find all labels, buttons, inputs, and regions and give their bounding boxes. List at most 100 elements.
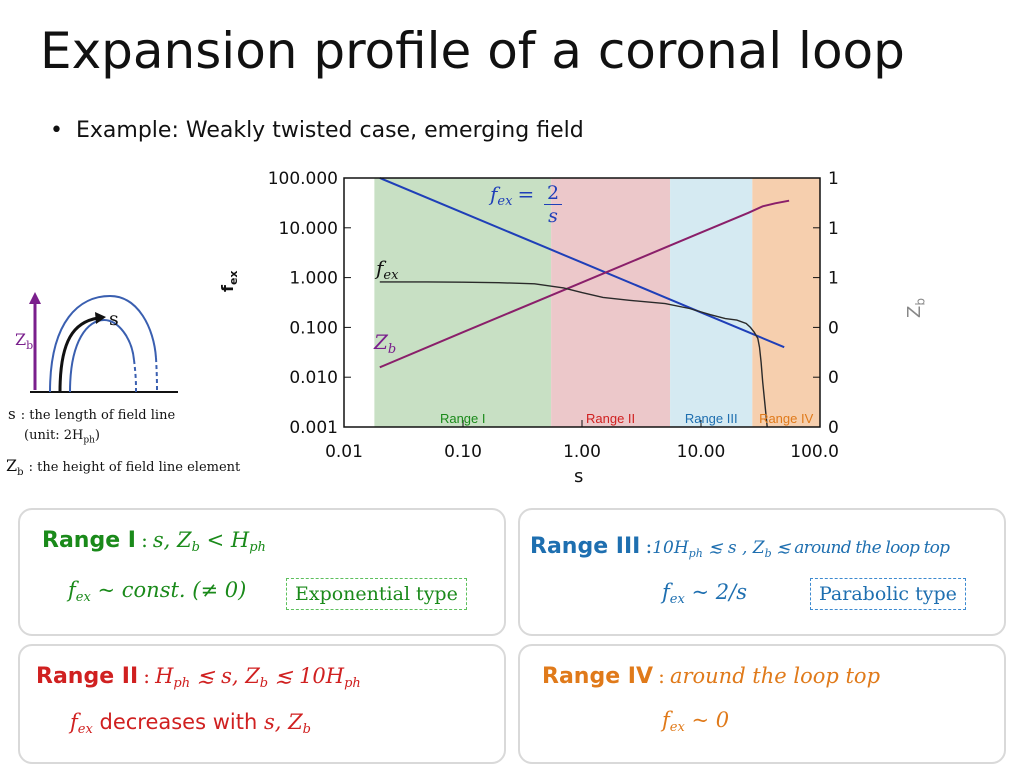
x-tick-label-1: 0.10: [444, 442, 482, 462]
y-tick-label-right-0: 0.001: [828, 418, 840, 438]
slide-title: Expansion profile of a coronal loop: [40, 22, 905, 80]
range4-box: Range IV : around the loop top fex ~ 0: [518, 644, 1006, 764]
range-band-label-4: Range IV: [759, 411, 814, 426]
zb-description: Zb : the height of field line element: [6, 456, 240, 478]
range3-cond-rest-sub: b: [764, 547, 772, 561]
bullet-item: • Example: Weakly twisted case, emerging …: [50, 118, 584, 143]
s-desc-text: : the length of field line: [20, 408, 176, 423]
range4-f-rest: ~ 0: [684, 708, 730, 732]
range-labels: Range I Range II Range III Range IV: [440, 411, 814, 426]
zb-sub: b: [26, 339, 34, 353]
outer-field-line-dashed: [155, 357, 158, 393]
range4-f-sub: ex: [669, 720, 685, 736]
unit-sub: ph: [83, 435, 95, 446]
fex-curve-label: fex: [376, 256, 398, 283]
fraction-denominator: s: [548, 205, 558, 227]
unit-description: (unit: 2Hph): [24, 428, 100, 446]
fraction-numerator: 2: [546, 182, 560, 204]
range2-f-sub: ex: [77, 722, 93, 738]
zb-arrow-head-icon: [29, 292, 41, 304]
range3-box: Range III :10Hph ≲ s , Zb ≲ around the l…: [518, 508, 1006, 636]
eq-equals: =: [517, 182, 535, 206]
range1-cond-sub: b: [191, 540, 200, 556]
range1-cond: s, Z: [152, 528, 192, 552]
x-axis-label: s: [574, 466, 584, 487]
y-tick-label-right-4: 10.000: [828, 219, 840, 239]
range2-cond-tail: ≲ 10H: [268, 664, 345, 688]
range3-condition: Range III :10Hph ≲ s , Zb ≲ around the l…: [530, 534, 950, 561]
range3-f: f: [662, 580, 670, 604]
range3-f-rest: ~ 2/s: [684, 580, 747, 604]
range4-f: f: [662, 708, 670, 732]
ylabel-right-sub: b: [913, 298, 928, 306]
range-band-label-3: Range III: [685, 411, 738, 426]
range2-cond: H: [155, 664, 174, 688]
zb-desc-sub: b: [17, 467, 24, 479]
range-band-1: [374, 178, 552, 427]
inner-field-line-dashed: [133, 359, 137, 393]
range3-f-sub: ex: [669, 592, 685, 608]
s-arrow-head-icon: [95, 312, 106, 324]
y-tick-label-left-3: 1.000: [289, 269, 338, 289]
y-tick-label-left-5: 100.000: [268, 169, 338, 189]
diagram-zb-label: Zb: [15, 330, 33, 352]
bullet-text: Example: Weakly twisted case, emerging f…: [76, 118, 584, 143]
y-tick-label-left-1: 0.010: [289, 368, 338, 388]
curve-f-sub: ex: [383, 268, 399, 284]
fraction-bar: [544, 204, 562, 205]
zb-curve-label: Zb: [374, 330, 396, 357]
eq-f: f: [490, 182, 498, 206]
range-band-label-2: Range II: [586, 411, 635, 426]
range2-cond-rest-sub: b: [259, 676, 269, 692]
range1-box: Range I : s, Zb < Hph fex ~ const. (≠ 0)…: [18, 508, 506, 636]
diagram-s-label: s: [109, 308, 119, 330]
range4-label: Range IV: [542, 664, 653, 689]
range3-label: Range III: [530, 534, 641, 559]
curve-f: f: [376, 256, 384, 280]
field-line-diagram: [29, 292, 178, 393]
series-layer: [379, 177, 790, 428]
range1-condition: Range I : s, Zb < Hph: [42, 528, 266, 555]
range2-f-vars: s, Z: [263, 710, 303, 734]
bullet-dot-icon: •: [50, 118, 63, 143]
range-band-3: [670, 178, 753, 427]
parabolic-type-tag: Parabolic type: [810, 578, 966, 610]
range-band-4: [752, 178, 820, 427]
zb-main: Z: [15, 330, 27, 349]
x-tick-label-0: 0.01: [325, 442, 363, 462]
range3-cond: 10H: [652, 538, 689, 558]
range3-cond-sub: ph: [688, 547, 703, 561]
range2-f-vars-sub: b: [302, 722, 311, 738]
y-tick-label-right-1: 0.010: [828, 368, 840, 388]
range2-f-rest: decreases with: [92, 710, 264, 734]
s-desc-symbol: s: [8, 405, 16, 423]
x-tick-label-2: 1.00: [563, 442, 601, 462]
unit-post: ): [94, 428, 100, 443]
y-axis-left-label: fex: [218, 270, 240, 292]
range1-fex: fex ~ const. (≠ 0): [68, 578, 246, 605]
range2-box: Range II : Hph ≲ s, Zb ≲ 10Hph fex decre…: [18, 644, 506, 764]
range4-condition: Range IV : around the loop top: [542, 664, 880, 689]
range2-colon: :: [143, 664, 150, 688]
series-zb-line: [379, 199, 790, 369]
series-two-over-s-line: [379, 177, 785, 349]
tick-layer: 0.0010.0010.0100.0100.1000.1001.0001.000…: [268, 169, 840, 462]
y-tick-label-left-4: 10.000: [279, 219, 338, 239]
range-bands: [374, 178, 820, 427]
ylabel-left-main: f: [218, 285, 237, 292]
range4-colon: :: [658, 664, 665, 688]
exponential-type-tag: Exponential type: [286, 578, 467, 610]
curve-z-sub: b: [387, 342, 397, 358]
fex-fraction: 2 s: [544, 182, 562, 227]
range2-f: f: [70, 710, 78, 734]
range1-f: f: [68, 578, 76, 602]
fex-zb-chart: 0.0010.0010.0100.0100.1000.1001.0001.000…: [268, 169, 840, 462]
range1-cond-rest: < H: [199, 528, 250, 552]
range1-label: Range I: [42, 528, 136, 553]
y-tick-label-right-3: 1.000: [828, 269, 840, 289]
y-tick-label-right-5: 100.000: [828, 169, 840, 189]
curve-z: Z: [374, 330, 388, 354]
range1-f-rest: ~ const. (≠ 0): [90, 578, 247, 602]
zb-desc-text: : the height of field line element: [28, 460, 241, 475]
range1-colon: :: [141, 528, 148, 552]
